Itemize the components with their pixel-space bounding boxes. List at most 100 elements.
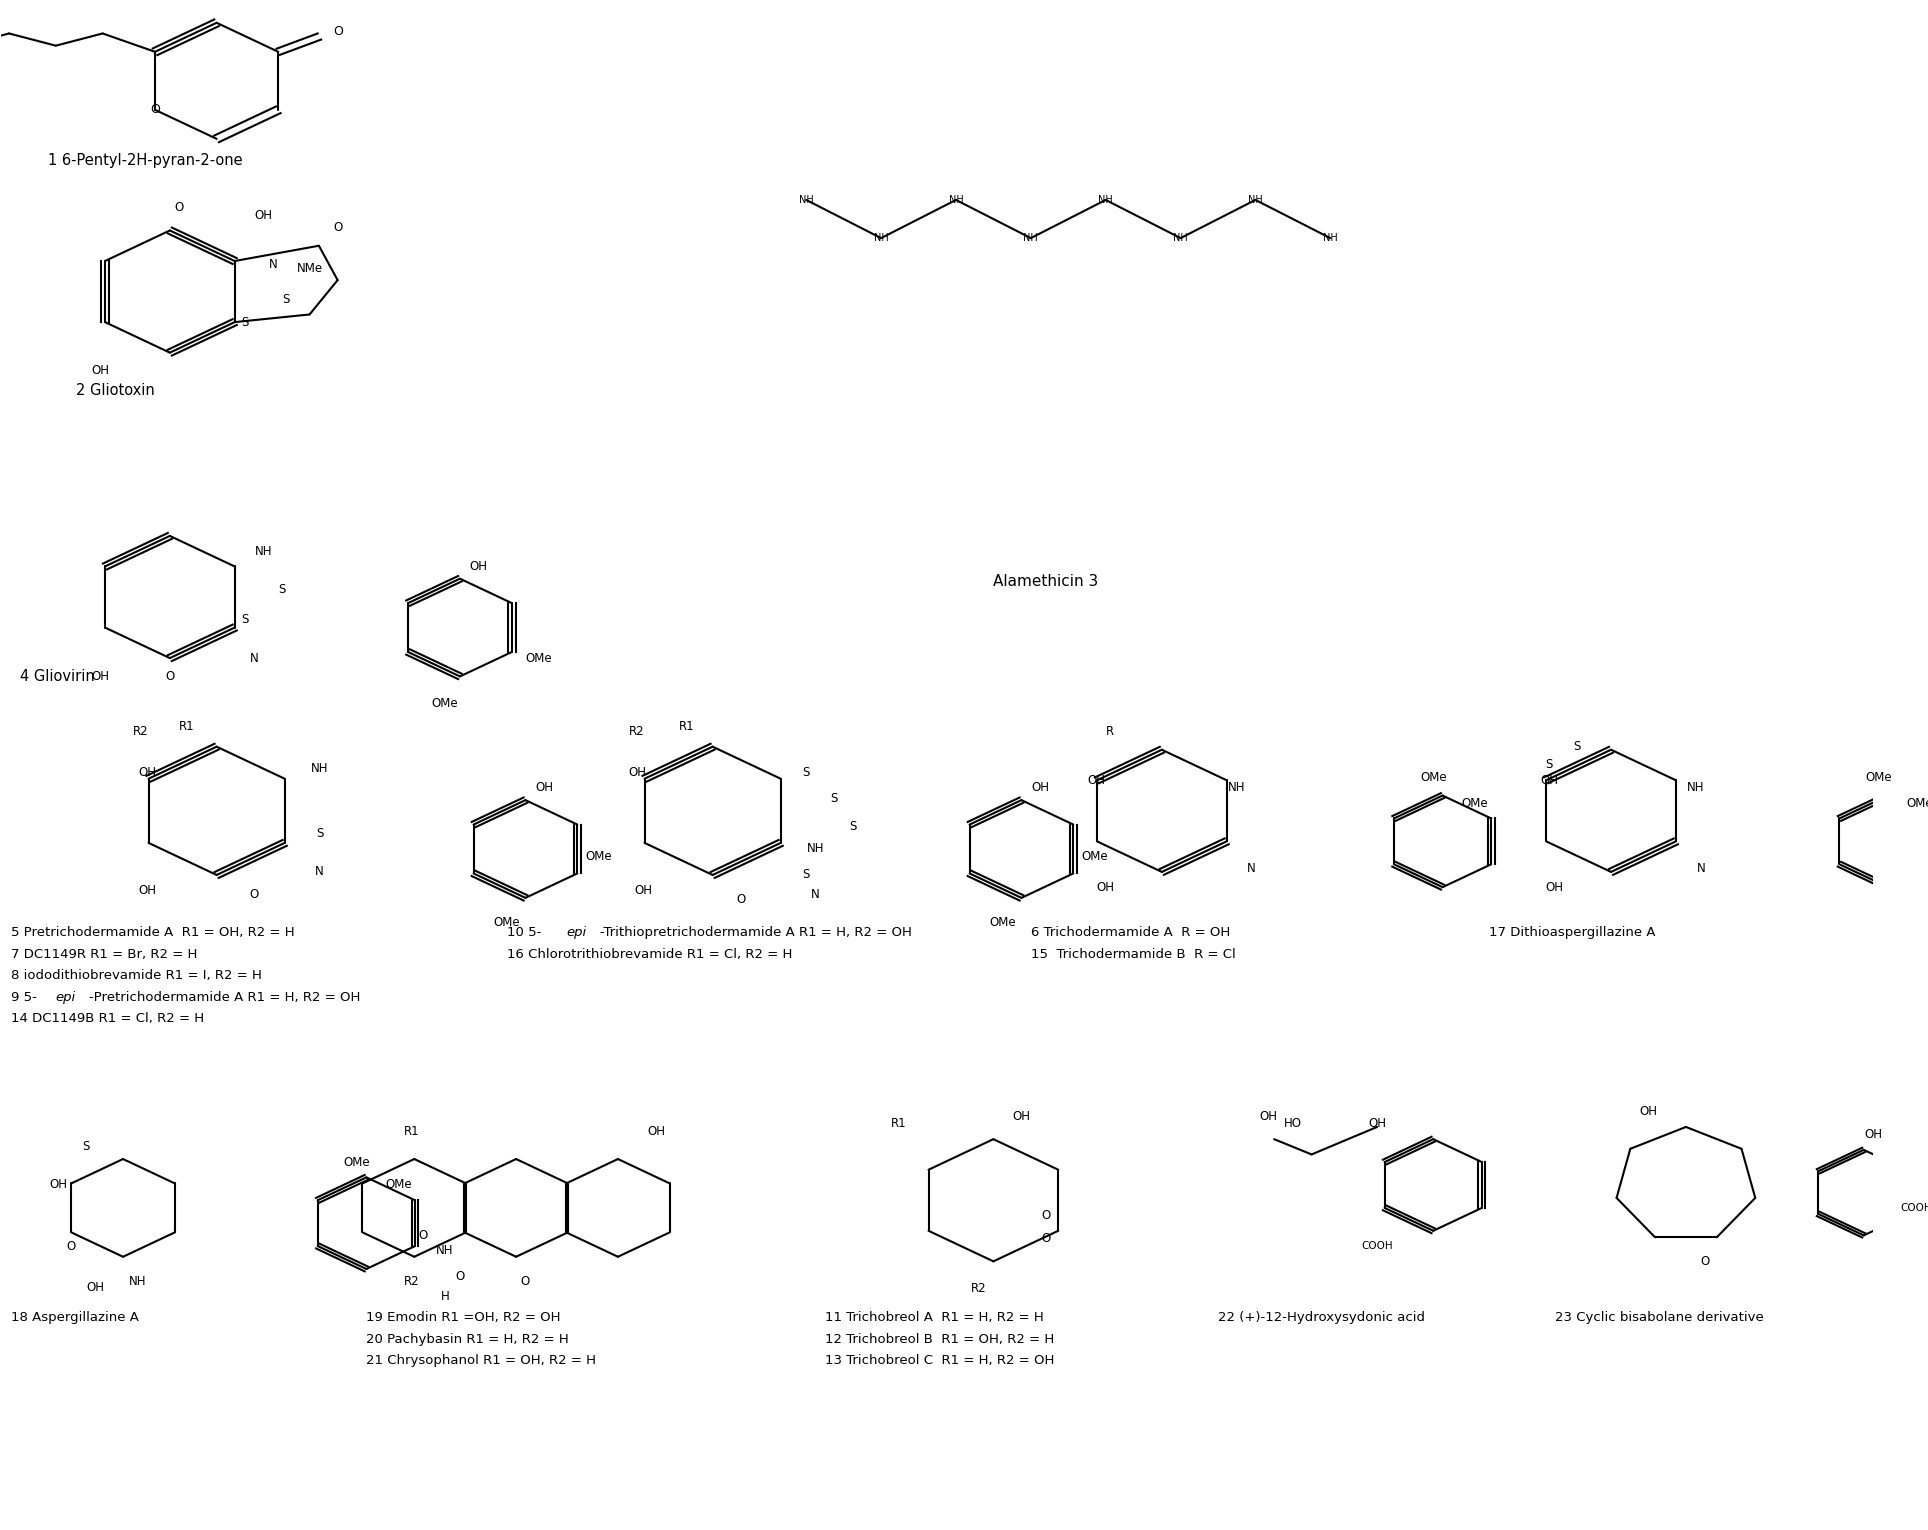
- Text: NH: NH: [1024, 233, 1037, 243]
- Text: O: O: [1041, 1209, 1051, 1222]
- Text: OH: OH: [1012, 1109, 1030, 1123]
- Text: OH: OH: [254, 208, 272, 222]
- Text: O: O: [249, 889, 258, 901]
- Text: NH: NH: [310, 762, 328, 774]
- Text: OH: OH: [1540, 774, 1558, 786]
- Text: 2 Gliotoxin: 2 Gliotoxin: [77, 384, 154, 398]
- Text: OH: OH: [648, 1125, 665, 1138]
- Text: 10 5-: 10 5-: [507, 927, 542, 939]
- Text: N: N: [268, 257, 278, 271]
- Text: R2: R2: [133, 725, 148, 737]
- Text: NMe: NMe: [297, 262, 324, 275]
- Text: OH: OH: [629, 767, 646, 779]
- Text: OH: OH: [48, 1178, 67, 1192]
- Text: O: O: [1700, 1255, 1710, 1268]
- Text: OH: OH: [1259, 1109, 1278, 1123]
- Text: 23 Cyclic bisabolane derivative: 23 Cyclic bisabolane derivative: [1554, 1311, 1764, 1325]
- Text: S: S: [281, 292, 289, 306]
- Text: S: S: [316, 828, 324, 840]
- Text: OH: OH: [87, 1281, 104, 1294]
- Text: O: O: [334, 26, 343, 38]
- Text: NH: NH: [798, 194, 814, 205]
- Text: OH: OH: [634, 884, 652, 897]
- Text: 1 6-Pentyl-2H-pyran-2-one: 1 6-Pentyl-2H-pyran-2-one: [48, 153, 243, 168]
- Text: OH: OH: [1369, 1117, 1386, 1131]
- Text: N: N: [1247, 863, 1255, 875]
- Text: R: R: [1105, 725, 1114, 737]
- Text: 7 DC1149R R1 = Br, R2 = H: 7 DC1149R R1 = Br, R2 = H: [12, 949, 197, 961]
- Text: OH: OH: [1031, 782, 1049, 794]
- Text: S: S: [802, 869, 810, 881]
- Text: NH: NH: [873, 233, 889, 243]
- Text: O: O: [521, 1274, 530, 1288]
- Text: R2: R2: [403, 1274, 420, 1288]
- Text: OMe: OMe: [586, 851, 611, 863]
- Text: Alamethicin 3: Alamethicin 3: [993, 574, 1099, 589]
- Text: OMe: OMe: [386, 1178, 413, 1192]
- Text: OH: OH: [139, 884, 156, 897]
- Text: OH: OH: [470, 560, 488, 572]
- Text: S: S: [1573, 741, 1581, 753]
- Text: 22 (+)-12-Hydroxysydonic acid: 22 (+)-12-Hydroxysydonic acid: [1218, 1311, 1425, 1325]
- Text: O: O: [418, 1229, 428, 1242]
- Text: 13 Trichobreol C  R1 = H, R2 = OH: 13 Trichobreol C R1 = H, R2 = OH: [825, 1354, 1055, 1368]
- Text: -Trithiopretrichodermamide A R1 = H, R2 = OH: -Trithiopretrichodermamide A R1 = H, R2 …: [600, 927, 912, 939]
- Text: 20 Pachybasin R1 = H, R2 = H: 20 Pachybasin R1 = H, R2 = H: [366, 1333, 569, 1346]
- Text: 6 Trichodermamide A  R = OH: 6 Trichodermamide A R = OH: [1031, 927, 1230, 939]
- Text: OH: OH: [91, 364, 110, 378]
- Text: epi: epi: [56, 990, 75, 1004]
- Text: NH: NH: [129, 1274, 147, 1288]
- Text: S: S: [278, 583, 285, 595]
- Text: OH: OH: [91, 670, 110, 682]
- Text: epi: epi: [567, 927, 586, 939]
- Text: S: S: [831, 793, 839, 805]
- Text: 12 Trichobreol B  R1 = OH, R2 = H: 12 Trichobreol B R1 = OH, R2 = H: [825, 1333, 1055, 1346]
- Text: NH: NH: [1228, 782, 1245, 794]
- Text: R1: R1: [403, 1125, 420, 1138]
- Text: OH: OH: [1639, 1105, 1658, 1118]
- Text: S: S: [81, 1140, 89, 1154]
- Text: HO: HO: [1284, 1117, 1301, 1131]
- Text: NH: NH: [254, 545, 272, 558]
- Text: O: O: [166, 670, 174, 682]
- Text: 11 Trichobreol A  R1 = H, R2 = H: 11 Trichobreol A R1 = H, R2 = H: [825, 1311, 1043, 1325]
- Text: N: N: [1697, 863, 1704, 875]
- Text: R1: R1: [679, 721, 694, 733]
- Text: OH: OH: [1087, 774, 1105, 786]
- Text: NH: NH: [436, 1244, 453, 1258]
- Text: OMe: OMe: [526, 652, 551, 664]
- Text: O: O: [1041, 1232, 1051, 1245]
- Text: OMe: OMe: [494, 916, 521, 929]
- Text: 16 Chlorotrithiobrevamide R1 = Cl, R2 = H: 16 Chlorotrithiobrevamide R1 = Cl, R2 = …: [507, 949, 792, 961]
- Text: S: S: [241, 315, 249, 329]
- Text: OMe: OMe: [1461, 797, 1488, 809]
- Text: S: S: [241, 614, 249, 626]
- Text: OH: OH: [1864, 1128, 1882, 1141]
- Text: NH: NH: [1247, 194, 1263, 205]
- Text: O: O: [334, 220, 343, 234]
- Text: R1: R1: [891, 1117, 906, 1131]
- Text: O: O: [66, 1239, 75, 1253]
- Text: 9 5-: 9 5-: [12, 990, 37, 1004]
- Text: S: S: [802, 767, 810, 779]
- Text: OMe: OMe: [432, 698, 459, 710]
- Text: R1: R1: [179, 721, 195, 733]
- Text: H: H: [442, 1290, 449, 1304]
- Text: OH: OH: [139, 767, 156, 779]
- Text: R2: R2: [629, 725, 644, 737]
- Text: 17 Dithioaspergillazine A: 17 Dithioaspergillazine A: [1490, 927, 1656, 939]
- Text: 5 Pretrichodermamide A  R1 = OH, R2 = H: 5 Pretrichodermamide A R1 = OH, R2 = H: [12, 927, 295, 939]
- Text: 18 Aspergillazine A: 18 Aspergillazine A: [12, 1311, 139, 1325]
- Text: S: S: [850, 820, 856, 832]
- Text: N: N: [812, 889, 819, 901]
- Text: 14 DC1149B R1 = Cl, R2 = H: 14 DC1149B R1 = Cl, R2 = H: [12, 1011, 204, 1025]
- Text: COOH: COOH: [1901, 1203, 1928, 1213]
- Text: N: N: [314, 866, 324, 878]
- Text: N: N: [251, 652, 258, 664]
- Text: OH: OH: [536, 782, 553, 794]
- Text: COOH: COOH: [1361, 1241, 1392, 1252]
- Text: OMe: OMe: [989, 916, 1016, 929]
- Text: OH: OH: [1546, 881, 1564, 894]
- Text: OMe: OMe: [1866, 771, 1891, 783]
- Text: 15  Trichodermamide B  R = Cl: 15 Trichodermamide B R = Cl: [1031, 949, 1236, 961]
